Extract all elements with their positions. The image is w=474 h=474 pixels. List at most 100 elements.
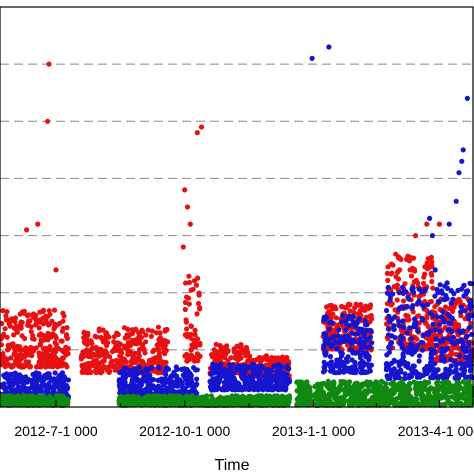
data-point	[442, 348, 448, 354]
data-point	[410, 366, 416, 372]
data-point	[350, 313, 356, 319]
data-point	[385, 277, 391, 283]
data-point	[404, 391, 410, 397]
data-point	[217, 343, 223, 349]
data-point	[321, 343, 327, 349]
data-point	[308, 401, 314, 407]
data-point	[244, 397, 251, 403]
data-point	[183, 352, 189, 358]
data-point	[418, 393, 424, 399]
data-point	[143, 332, 149, 338]
data-point	[103, 330, 109, 336]
data-point	[358, 347, 364, 353]
data-point	[306, 394, 312, 400]
data-point	[321, 393, 327, 399]
data-point	[458, 372, 464, 378]
data-point	[218, 402, 225, 408]
data-point	[457, 352, 463, 359]
data-point	[14, 372, 20, 378]
data-point	[60, 310, 66, 316]
data-point	[462, 308, 468, 314]
data-point	[463, 381, 469, 388]
data-point	[439, 354, 445, 360]
data-point	[1, 381, 7, 387]
data-point	[333, 315, 339, 321]
data-point	[420, 340, 426, 346]
data-point	[23, 362, 29, 368]
data-point	[400, 318, 406, 324]
data-point	[426, 401, 432, 407]
data-point	[228, 396, 234, 402]
data-point	[27, 364, 33, 370]
data-point	[328, 315, 334, 321]
data-point	[24, 227, 30, 233]
data-point	[450, 296, 456, 302]
data-point	[453, 321, 459, 327]
data-point	[406, 348, 412, 354]
data-point	[340, 380, 346, 386]
plot-frame	[0, 6, 474, 408]
data-point	[358, 364, 364, 370]
data-point	[193, 282, 200, 288]
data-point	[329, 320, 335, 326]
data-point	[5, 374, 11, 380]
data-point	[32, 322, 39, 328]
data-point	[432, 293, 438, 299]
data-point	[429, 259, 435, 265]
data-point	[212, 401, 218, 407]
data-point	[420, 280, 427, 286]
data-point	[454, 393, 460, 399]
data-point	[35, 364, 41, 370]
data-point	[432, 393, 438, 399]
data-point	[256, 394, 262, 400]
data-point	[27, 400, 33, 406]
data-point	[132, 394, 139, 400]
data-point	[368, 329, 374, 335]
data-point	[257, 401, 263, 408]
data-point	[446, 371, 452, 377]
data-point	[428, 270, 434, 276]
data-point	[390, 291, 396, 297]
data-point	[270, 357, 277, 363]
data-point	[357, 326, 363, 332]
data-point	[337, 337, 343, 343]
data-point	[59, 355, 65, 361]
data-point	[148, 333, 154, 339]
data-point	[194, 311, 200, 317]
data-point	[433, 342, 439, 348]
data-point	[294, 379, 300, 385]
data-point	[229, 362, 235, 368]
data-point	[438, 288, 445, 294]
data-point	[466, 316, 472, 322]
data-point	[143, 375, 149, 381]
data-point	[171, 369, 177, 375]
data-point	[426, 367, 432, 373]
data-points	[0, 44, 474, 408]
data-point	[136, 353, 142, 359]
data-point	[359, 340, 365, 346]
data-point	[392, 373, 399, 379]
data-point	[410, 255, 417, 261]
data-point	[248, 364, 254, 370]
data-point	[331, 394, 337, 400]
data-point	[330, 383, 336, 389]
data-point	[366, 363, 372, 369]
data-point	[353, 301, 359, 307]
data-point	[459, 362, 465, 368]
data-point	[152, 394, 158, 400]
data-point	[150, 377, 156, 383]
data-point	[35, 221, 41, 227]
data-point	[389, 339, 395, 346]
data-point	[345, 365, 351, 371]
data-point	[296, 383, 302, 389]
data-point	[0, 402, 5, 408]
data-point	[331, 379, 337, 385]
data-point	[407, 386, 413, 392]
data-point	[366, 354, 372, 360]
data-point	[186, 399, 192, 405]
data-point	[184, 375, 190, 381]
data-point	[150, 359, 156, 365]
data-point	[28, 329, 34, 335]
data-point	[109, 358, 115, 364]
data-point	[387, 345, 393, 351]
